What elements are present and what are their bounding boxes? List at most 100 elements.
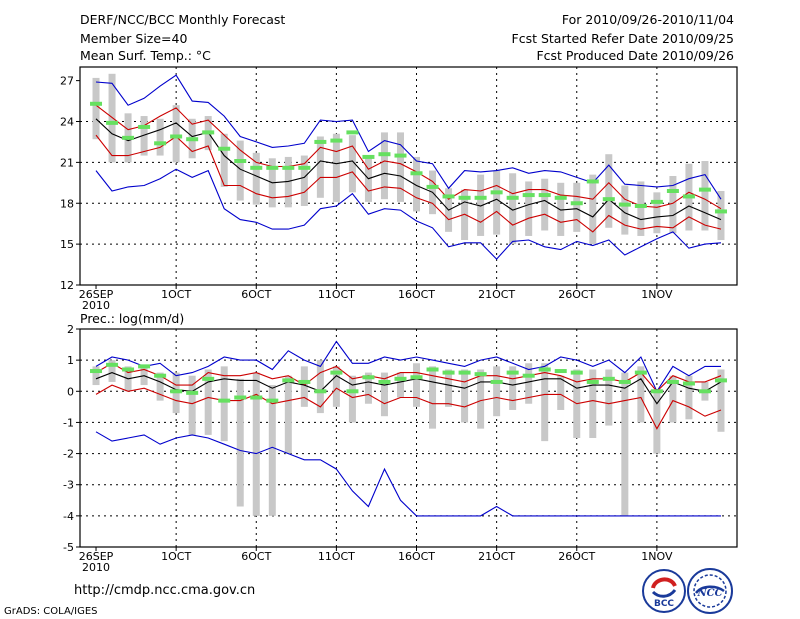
temp-observed-marker (314, 139, 327, 144)
prec-observed-marker (298, 379, 311, 384)
prec-observed-marker (458, 370, 471, 375)
prec-observed-marker (138, 364, 151, 369)
temp-range-bar (525, 181, 533, 236)
prec-range-bar (605, 369, 613, 426)
temp-xtick-label: 26SEP (79, 288, 114, 301)
temp-observed-marker (362, 154, 375, 159)
temp-ytick-label: 21 (60, 156, 74, 169)
prec-range-bar (236, 378, 244, 507)
prec-observed-marker (682, 381, 695, 386)
temp-observed-marker (154, 141, 167, 146)
prec-range-bar (220, 366, 228, 442)
prec-observed-marker (90, 369, 103, 374)
prec-range-bar (300, 366, 308, 407)
temp-observed-marker (170, 134, 183, 139)
temp-observed-marker (634, 203, 647, 208)
temp-range-bar (236, 140, 244, 201)
temp-range-bar (573, 182, 581, 232)
temp-observed-marker (474, 195, 487, 200)
prec-series-max (95, 340, 721, 393)
temp-observed-marker (266, 165, 279, 170)
temp-xtick-label: 1OCT (161, 288, 191, 301)
temp-observed-marker (506, 195, 519, 200)
prec-range-bar (92, 366, 100, 386)
temp-observed-marker (554, 195, 567, 200)
prec-observed-marker (634, 370, 647, 375)
temp-range-bar (156, 118, 164, 156)
prec-ytick-label: -3 (63, 479, 74, 492)
temp-range-bar (316, 136, 324, 198)
prec-observed-marker (618, 379, 631, 384)
prec-range-bar (380, 372, 388, 417)
prec-observed-marker (570, 370, 583, 375)
prec-range-bar (108, 360, 116, 382)
prec-xtick-label: 16OCT (398, 550, 435, 563)
temp-xtick-label: 21OCT (478, 288, 515, 301)
temp-range-bar (605, 154, 613, 228)
variable-label: Mean Surf. Temp.: °C (80, 48, 211, 63)
temp-observed-marker (298, 165, 311, 170)
temp-range-bar (717, 190, 725, 241)
prec-observed-marker (650, 389, 663, 394)
temp-observed-marker (682, 194, 695, 199)
source-url[interactable]: http://cmdp.ncc.cma.gov.cn (74, 583, 256, 598)
prec-observed-marker (442, 370, 455, 375)
grads-credit: GrADS: COLA/IGES (4, 606, 98, 617)
prec-range-bar (669, 375, 677, 423)
prec-frame (79, 328, 738, 548)
temp-range-bar (493, 170, 501, 235)
temp-range-bar (140, 116, 148, 156)
ncc-logo: NCC (687, 568, 733, 614)
prec-range-bar (156, 372, 164, 401)
prec-range-bar (348, 375, 356, 423)
temp-range-bar (300, 155, 308, 206)
prec-observed-marker (330, 370, 343, 375)
prec-xtick-label: 26OCT (558, 550, 595, 563)
temp-xtick-label: 16OCT (398, 288, 435, 301)
prec-range-bar (493, 366, 501, 417)
prec-xtick-label: 21OCT (478, 550, 515, 563)
prec-range-bar (268, 385, 276, 516)
prec-observed-marker (394, 376, 407, 381)
temp-observed-marker (202, 130, 215, 135)
temp-observed-marker (666, 188, 679, 193)
temp-observed-marker (602, 197, 615, 202)
temp-range-bar (220, 133, 228, 187)
bcc-logo: BCC (642, 569, 686, 613)
temp-observed-marker (250, 165, 263, 170)
temp-observed-marker (650, 199, 663, 204)
temp-range-bar (364, 156, 372, 202)
prec-observed-marker (714, 378, 727, 383)
prec-observed-marker (122, 367, 135, 372)
temp-observed-marker (586, 179, 599, 184)
prec-observed-marker (362, 375, 375, 380)
forecast-started-date: Fcst Started Refer Date 2010/09/25 (511, 31, 735, 46)
temp-range-bar (380, 132, 388, 200)
temp-observed-marker (90, 101, 103, 106)
prec-observed-marker (266, 398, 279, 403)
prec-range-bar (445, 369, 453, 407)
temp-observed-marker (570, 201, 583, 206)
temp-observed-marker (106, 120, 119, 125)
prec-observed-marker (314, 389, 327, 394)
prec-range-bar (541, 363, 549, 442)
prec-observed-marker (586, 379, 599, 384)
temp-range-bar (477, 174, 485, 236)
temp-observed-marker (378, 152, 391, 157)
prec-range-bar (477, 369, 485, 429)
prec-xtick-label: 26SEP (79, 550, 114, 563)
prec-range-bar (316, 360, 324, 414)
temp-xtick-label: 1NOV (641, 288, 673, 301)
prec-xtick-label: 1NOV (641, 550, 673, 563)
forecast-period: For 2010/09/26-2010/11/04 (561, 12, 734, 27)
prec-observed-marker (506, 370, 519, 375)
prec-observed-marker (602, 376, 615, 381)
prec-xtick-sublabel: 2010 (82, 561, 110, 574)
temp-series-min (95, 168, 722, 260)
temp-series-max (95, 74, 722, 200)
temp-ytick-label: 18 (60, 197, 74, 210)
temp-range-bar (509, 173, 517, 245)
temp-xtick-label: 26OCT (558, 288, 595, 301)
